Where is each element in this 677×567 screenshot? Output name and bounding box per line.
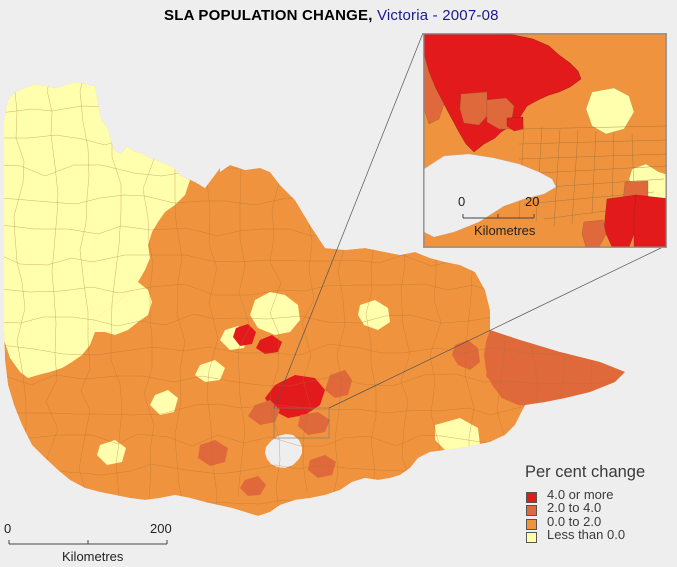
svg-text:0: 0 [458, 194, 465, 209]
svg-text:20: 20 [525, 194, 539, 209]
svg-text:Kilometres: Kilometres [474, 223, 536, 238]
